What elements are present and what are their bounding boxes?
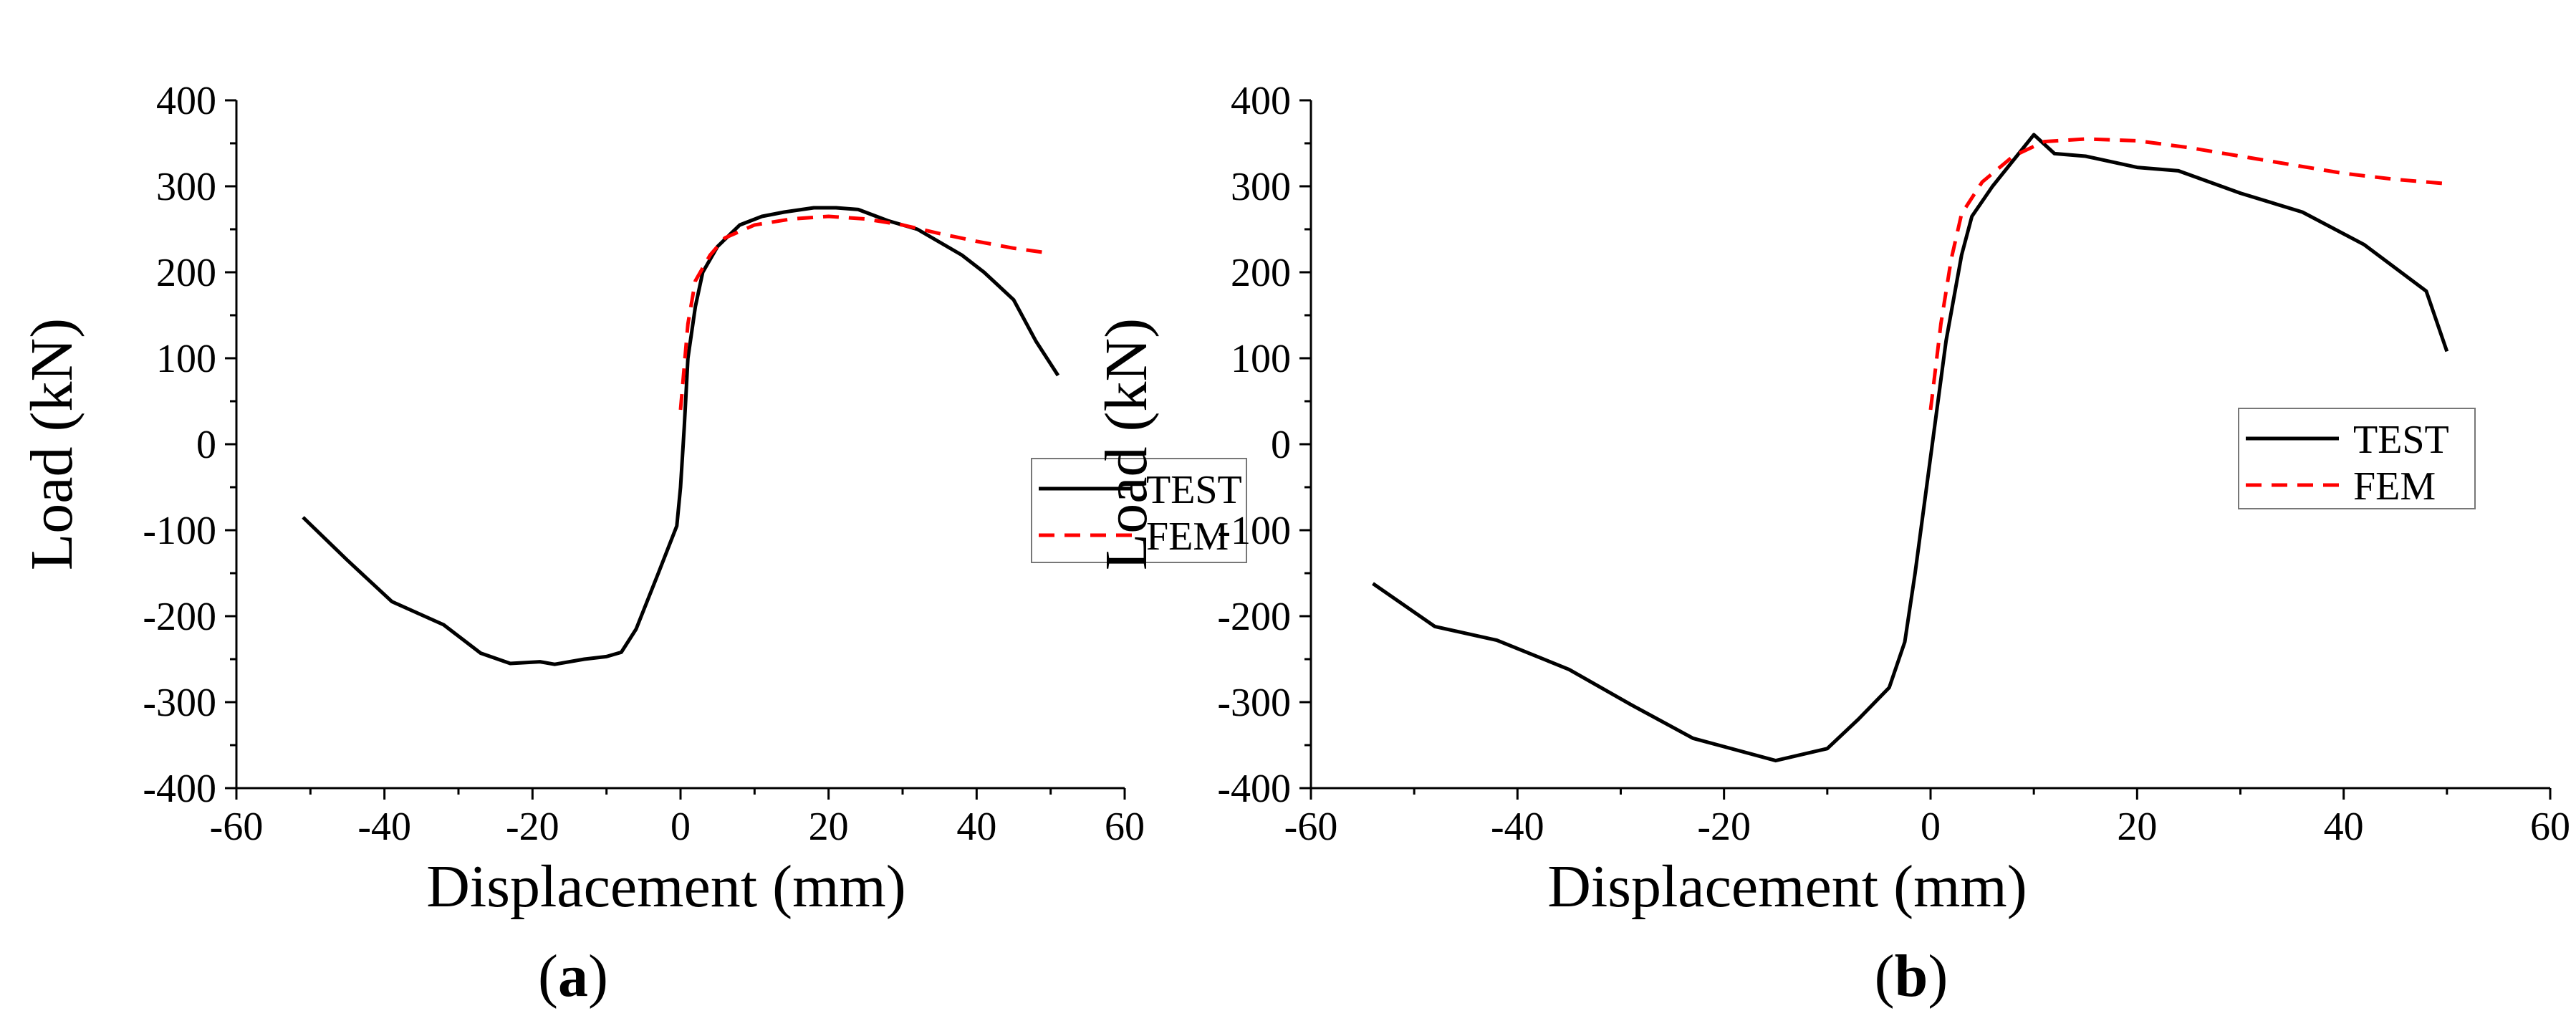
x-tick-label: 20 — [809, 805, 849, 849]
x-tick-label: -40 — [1491, 805, 1544, 849]
y-tick-label: 100 — [156, 337, 216, 381]
x-tick-label: 40 — [956, 805, 996, 849]
x-axis-title: Displacement (mm) — [426, 853, 905, 920]
y-tick-label: -400 — [143, 767, 216, 811]
legend-label-fem: FEM — [2353, 464, 2436, 509]
series-line-test — [302, 206, 1060, 666]
y-tick-label: 300 — [156, 165, 216, 209]
x-tick-label: -40 — [357, 805, 411, 849]
y-tick-label: 200 — [1231, 251, 1291, 295]
caption-open-paren: ( — [1875, 943, 1895, 1010]
caption-open-paren: ( — [538, 943, 558, 1010]
y-tick-label: -200 — [143, 595, 216, 639]
series-line-fem — [678, 214, 1052, 411]
y-tick-label: 400 — [156, 79, 216, 123]
x-tick-label: 60 — [1105, 805, 1145, 849]
caption-letter: b — [1895, 943, 1928, 1010]
y-axis-title: Load (kN) — [19, 318, 85, 570]
x-tick-label: -60 — [210, 805, 264, 849]
x-tick-label: 0 — [1921, 805, 1941, 849]
legend-box — [2238, 408, 2476, 509]
caption-close-paren: ) — [1928, 943, 1948, 1010]
y-tick-label: -300 — [143, 681, 216, 725]
series-line-test — [1372, 133, 2449, 763]
legend-label-fem: FEM — [1146, 514, 1229, 559]
x-tick-label: 40 — [2324, 805, 2364, 849]
x-axis-title: Displacement (mm) — [1547, 853, 2027, 920]
panel-a-caption: (a) — [538, 943, 608, 1010]
legend-box — [1031, 458, 1247, 563]
x-tick-label: -60 — [1284, 805, 1338, 849]
chart-panel-b: -60 -40 -20 0 20 40 60-400-300-200-10001002003… — [1093, 79, 2570, 920]
y-tick-label: 100 — [1231, 337, 1291, 381]
x-tick-label: 20 — [2117, 805, 2157, 849]
y-tick-label: 0 — [1271, 423, 1291, 467]
y-tick-label: -200 — [1217, 595, 1291, 639]
panel-b-caption: (b) — [1875, 943, 1948, 1010]
y-tick-label: 400 — [1231, 79, 1291, 123]
x-tick-label: 60 — [2530, 805, 2570, 849]
caption-letter: a — [558, 943, 588, 1010]
series-line-fem — [1928, 137, 2448, 411]
chart-panel-a: -60 -40 -20 0 20 40 60-400-300-200-10001002003… — [19, 79, 1247, 920]
x-tick-label: -20 — [506, 805, 559, 849]
y-tick-label: 0 — [196, 423, 216, 467]
caption-close-paren: ) — [588, 943, 608, 1010]
legend-label-test: TEST — [1146, 468, 1242, 512]
y-tick-label: 300 — [1231, 165, 1291, 209]
y-tick-label: -100 — [1217, 509, 1291, 553]
x-tick-label: -20 — [1697, 805, 1751, 849]
y-tick-label: -300 — [1217, 681, 1291, 725]
y-tick-label: -400 — [1217, 767, 1291, 811]
y-tick-label: -100 — [143, 509, 216, 553]
y-tick-label: 200 — [156, 251, 216, 295]
y-axis-title: Load (kN) — [1093, 318, 1160, 570]
legend-label-test: TEST — [2353, 418, 2449, 462]
x-tick-label: 0 — [671, 805, 691, 849]
